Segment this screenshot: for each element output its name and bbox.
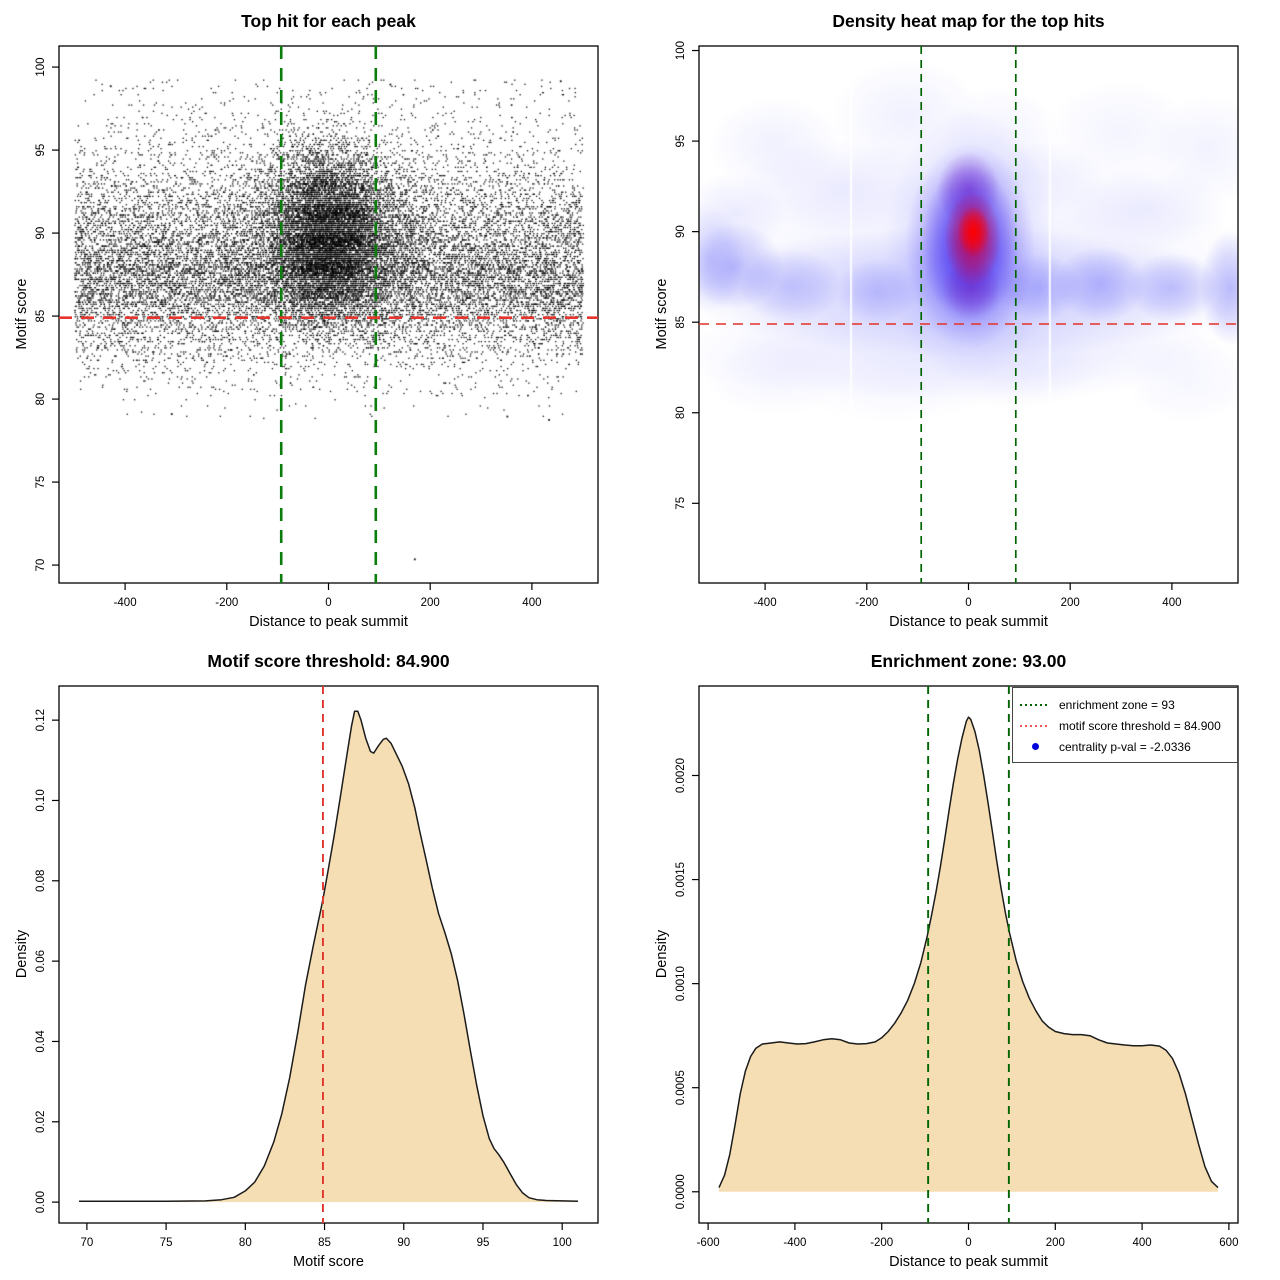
enrichment-zone-dotted-line-swatch (1019, 694, 1051, 715)
x-axis-tick-label: -400 (114, 597, 137, 609)
y-axis-tick-label: 95 (675, 135, 687, 148)
x-axis-tick-label: 70 (80, 1237, 93, 1249)
x-axis-tick-label: 0 (325, 597, 331, 609)
x-axis-tick-label: 90 (397, 1237, 410, 1249)
y-axis-tick-label: 85 (35, 310, 47, 323)
x-axis-tick-label: 400 (1162, 597, 1181, 609)
density-curve (718, 716, 1219, 1189)
x-axis-tick-label: 400 (522, 597, 541, 609)
panel-title: Top hit for each peak (241, 11, 416, 31)
panel-title: Motif score threshold: 84.900 (207, 651, 450, 671)
centrality-pval-dot-swatch (1019, 736, 1051, 757)
threshold-dotted-line-swatch (1019, 715, 1051, 736)
plot-box (58, 685, 599, 1224)
x-axis-tick-label: 200 (1061, 597, 1080, 609)
legend-item-enrichment-zone: enrichment zone = 93 (1019, 694, 1237, 715)
y-axis-tick-label: 0.12 (35, 709, 47, 731)
scatter-plot-area: -400 -200 0 200 400 70 75 80 85 90 95 100 (0, 0, 640, 640)
x-axis-tick-label: 0 (965, 1237, 971, 1249)
panel-title: Density heat map for the top hits (832, 11, 1105, 31)
y-axis-label: Density (14, 929, 30, 979)
panel-top-hit-scatter: -400 -200 0 200 400 70 75 80 85 90 95 100 Top hit f… (0, 0, 640, 640)
x-axis-label: Motif score (293, 1254, 364, 1270)
y-axis-tick-label: 75 (35, 476, 47, 489)
dotted-line-sample (1020, 703, 1050, 706)
x-axis-tick-label: -200 (215, 597, 238, 609)
legend-label: motif score threshold = 84.900 (1059, 718, 1221, 733)
y-axis-tick-label: 95 (35, 144, 47, 157)
plot-box (698, 685, 1239, 1224)
x-axis-tick-label: 80 (239, 1237, 252, 1249)
density-area (79, 711, 578, 1203)
x-axis-tick-label: -400 (754, 597, 777, 609)
panel-density-heatmap: -400 -200 0 200 400 75 80 85 90 95 100 Density hea… (640, 0, 1280, 640)
y-axis-label: Motif score (14, 278, 30, 350)
x-axis-label: Distance to peak summit (889, 614, 1048, 630)
dot-sample (1031, 743, 1039, 750)
y-axis-tick-label: 75 (675, 497, 687, 510)
panel-title: Enrichment zone: 93.00 (870, 651, 1067, 671)
y-axis-tick-label: 0.08 (35, 870, 47, 892)
y-axis-tick-label: 0.06 (35, 950, 47, 972)
y-axis-tick-label: 0.00 (35, 1191, 47, 1213)
panel-motif-score-density: 70 75 80 85 90 95 100 0.00 0.02 0.04 0.06 0.08 0.10 0… (0, 640, 640, 1280)
heatmap-plot-area: -400 -200 0 200 400 75 80 85 90 95 100 (640, 0, 1280, 640)
x-axis-tick-label: 200 (1046, 1237, 1065, 1249)
y-axis-tick-label: 85 (675, 316, 687, 329)
motif-score-density-plot-area: 70 75 80 85 90 95 100 0.00 0.02 0.04 0.06 0.08 0.10 0… (0, 640, 640, 1280)
axes-overlay: -400 -200 0 200 400 70 75 80 85 90 95 100 (35, 45, 599, 609)
x-axis-tick-label: -200 (855, 597, 878, 609)
y-axis-tick-label: 0.0015 (675, 862, 687, 897)
panel-distance-density: -600 -400 -200 0 200 400 600 0.0000 0.0005 0.0010… (640, 640, 1280, 1280)
y-axis-tick-label: 100 (675, 41, 687, 60)
x-axis-tick-label: 400 (1132, 1237, 1151, 1249)
scatter-canvas (0, 0, 640, 640)
axes-overlay: -400 -200 0 200 400 75 80 85 90 95 100 (675, 41, 1239, 609)
x-axis-tick-label: 200 (421, 597, 440, 609)
legend-label: enrichment zone = 93 (1059, 697, 1175, 712)
density-area (719, 717, 1218, 1192)
legend-label: centrality p-val = -2.0336 (1059, 739, 1191, 754)
y-axis-label: Density (654, 929, 670, 979)
distance-density-plot-area: -600 -400 -200 0 200 400 600 0.0000 0.0005 0.0010… (640, 640, 1280, 1280)
y-axis-tick-label: 0.0020 (675, 758, 687, 793)
plot-box (58, 45, 599, 584)
y-axis-tick-label: 70 (35, 559, 47, 572)
x-axis-tick-label: -400 (783, 1237, 806, 1249)
x-axis-tick-label: 85 (318, 1237, 331, 1249)
x-axis-label: Distance to peak summit (889, 1254, 1048, 1270)
axes-overlay: -600 -400 -200 0 200 400 600 0.0000 0.0005 0.0010… (675, 685, 1239, 1249)
x-axis-tick-label: 100 (553, 1237, 572, 1249)
heatmap-canvas (640, 0, 1280, 640)
x-axis-tick-label: 0 (965, 597, 971, 609)
x-axis-tick-label: -200 (870, 1237, 893, 1249)
y-axis-tick-label: 0.0005 (675, 1070, 687, 1105)
x-axis-label: Distance to peak summit (249, 614, 408, 630)
density-curve (79, 710, 579, 1203)
plot-box (698, 45, 1239, 584)
x-axis-tick-label: 75 (160, 1237, 173, 1249)
axes-overlay: 70 75 80 85 90 95 100 0.00 0.02 0.04 0.06 0.08 0.10 0… (35, 685, 599, 1249)
y-axis-label: Motif score (654, 278, 670, 350)
x-axis-tick-label: 600 (1219, 1237, 1238, 1249)
y-axis-tick-label: 80 (675, 406, 687, 419)
y-axis-tick-label: 0.04 (35, 1030, 47, 1053)
y-axis-tick-label: 100 (35, 57, 47, 76)
x-axis-tick-label: -600 (697, 1237, 720, 1249)
y-axis-tick-label: 0.10 (35, 789, 47, 811)
y-axis-tick-label: 0.0010 (675, 966, 687, 1001)
dotted-line-sample (1020, 724, 1050, 727)
x-axis-tick-label: 95 (477, 1237, 490, 1249)
legend-item-motif-score-threshold: motif score threshold = 84.900 (1019, 715, 1237, 736)
y-axis-tick-label: 0.02 (35, 1111, 47, 1133)
legend: enrichment zone = 93 motif score thresho… (1012, 687, 1238, 763)
y-axis-tick-label: 80 (35, 393, 47, 406)
y-axis-tick-label: 0.0000 (675, 1174, 687, 1209)
legend-item-centrality-pval: centrality p-val = -2.0336 (1019, 736, 1237, 757)
y-axis-tick-label: 90 (675, 225, 687, 238)
y-axis-tick-label: 90 (35, 227, 47, 240)
